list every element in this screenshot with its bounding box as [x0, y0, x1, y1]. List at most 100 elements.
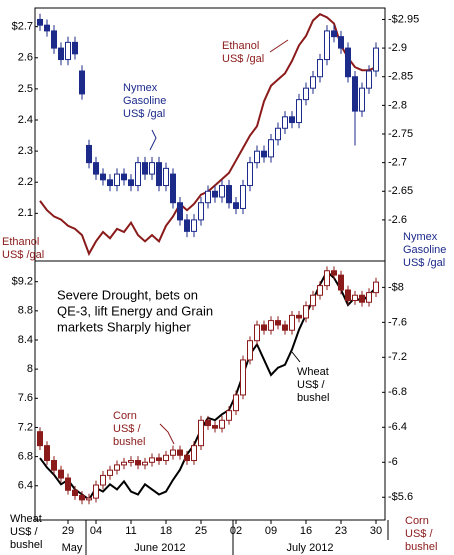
y2-tick-label: -2.8	[388, 99, 407, 111]
annotation: bushel	[113, 436, 145, 448]
y-tick-label: 6.4	[18, 480, 33, 492]
y-tick-label: 2.6	[18, 52, 33, 64]
y-tick-label: $2.7	[12, 21, 33, 33]
candle-body	[338, 36, 344, 49]
candle-body	[303, 305, 309, 319]
y2-tick-label: -2.9	[388, 42, 407, 54]
candle-body	[100, 173, 106, 181]
candle-body	[191, 445, 197, 462]
candle-body	[240, 359, 246, 396]
candle-body	[177, 202, 183, 221]
candle-body	[65, 477, 71, 491]
y-tick-label: $9.2	[12, 276, 33, 288]
candle-body	[324, 30, 330, 61]
y2-tick-label: -2.85	[388, 71, 413, 83]
axis-label: bushel	[10, 539, 42, 551]
candle-body	[331, 30, 337, 38]
candle-body	[282, 324, 288, 331]
y-tick-label: 2.1	[18, 207, 33, 219]
pointer	[159, 423, 175, 445]
candle-body	[128, 179, 134, 187]
candle-body	[163, 454, 169, 462]
candle-body	[282, 116, 288, 129]
y2-tick-label: -$2.95	[388, 13, 419, 25]
candle-body	[170, 449, 176, 456]
annotation: US$ /	[297, 379, 325, 391]
candle-body	[233, 394, 239, 412]
candle-body	[156, 162, 162, 187]
month-label: June 2012	[134, 542, 185, 554]
candle-body	[331, 270, 337, 276]
y-tick-label: 7.6	[18, 392, 33, 404]
candle-body	[359, 294, 365, 303]
candle-body	[247, 162, 253, 187]
plot-frame	[34, 7, 386, 521]
y-tick-label: 2.3	[18, 145, 33, 157]
y-tick-label: 2.5	[18, 83, 33, 95]
y2-tick-label: -6.8	[388, 386, 407, 398]
annotation: Nymex	[123, 82, 158, 94]
pointer	[149, 129, 157, 151]
candle-body	[72, 41, 78, 55]
candle-body	[317, 285, 323, 296]
candle-body	[268, 320, 274, 331]
candle-body	[226, 410, 232, 421]
axis-label: Corn	[405, 515, 429, 527]
month-label: July 2012	[286, 542, 333, 554]
candle-body	[205, 419, 211, 427]
axis-label: US$ /gal	[403, 257, 445, 269]
candle-body	[149, 162, 155, 175]
candle-body	[373, 47, 379, 72]
candle-body	[261, 324, 267, 331]
candle-body	[310, 76, 316, 89]
x-tick-label: 11	[125, 525, 136, 537]
candle-body	[275, 320, 281, 326]
annotation: US$ /	[113, 423, 141, 435]
candle-body	[296, 314, 302, 319]
candle-body	[247, 340, 253, 361]
candle-body	[107, 179, 113, 187]
annotation: Wheat	[297, 366, 329, 378]
candle-body	[352, 294, 358, 301]
candle-body	[275, 127, 281, 141]
axis-label: Ethanol	[2, 236, 39, 248]
annotation: US$ /gal	[222, 53, 264, 65]
candle-body	[240, 185, 246, 209]
candle-body	[310, 294, 316, 307]
x-tick-label: 09	[265, 525, 277, 537]
y2-tick-label: -2.6	[388, 214, 407, 226]
candle-body	[37, 431, 43, 447]
candle-body	[254, 324, 260, 342]
y-tick-label: 7.2	[18, 421, 33, 433]
candle-body	[44, 24, 50, 32]
x-tick-label: 18	[160, 525, 172, 537]
candle-body	[121, 461, 127, 466]
annotation: QE-3, lift Energy and Grain	[57, 303, 213, 318]
y2-tick-label: -$5.6	[388, 491, 413, 503]
annotation: bushel	[297, 392, 329, 404]
candle-body	[37, 18, 43, 26]
candle-body	[79, 70, 85, 95]
candle-body	[212, 190, 218, 198]
candle-body	[51, 460, 57, 471]
annotation: Corn	[113, 410, 137, 422]
y-tick-label: 2.4	[18, 114, 33, 126]
month-label: May	[62, 542, 83, 554]
candle-body	[198, 419, 204, 447]
candle-body	[261, 150, 267, 158]
y2-tick-label: -6.4	[388, 421, 407, 433]
candle-body	[114, 173, 120, 187]
y2-tick-label: -$8	[388, 281, 404, 293]
candle-body	[100, 474, 106, 486]
candle-body	[219, 185, 225, 198]
axis-label: US$ /	[10, 526, 38, 538]
candle-body	[93, 484, 99, 499]
y-tick-label: 8.8	[18, 305, 33, 317]
annotation: US$ /gal	[123, 108, 165, 120]
y2-tick-label: -7.2	[388, 351, 407, 363]
candle-body	[58, 47, 64, 61]
y2-tick-label: -2.7	[388, 157, 407, 169]
candle-body	[359, 87, 365, 112]
axis-label: US$ /	[405, 528, 433, 540]
candle-body	[114, 464, 120, 471]
